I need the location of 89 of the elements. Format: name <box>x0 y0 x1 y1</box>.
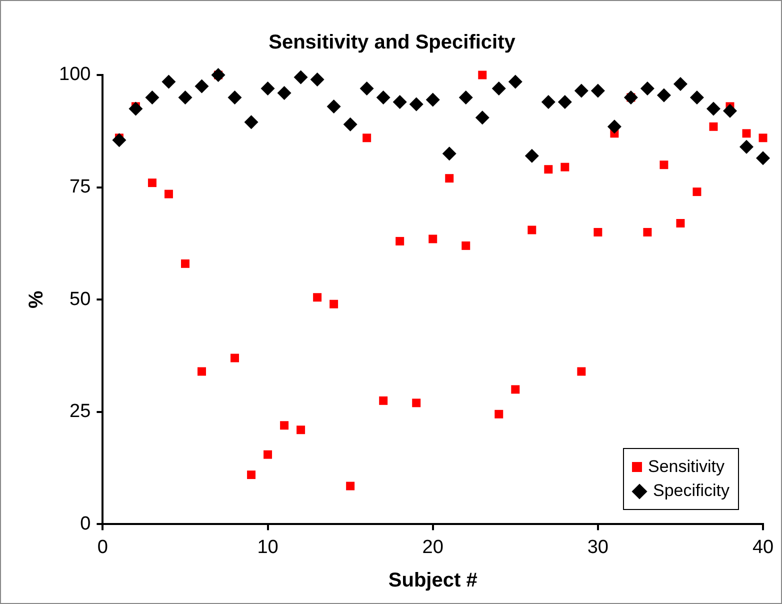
point <box>128 102 143 116</box>
point <box>640 81 654 96</box>
point <box>544 165 553 174</box>
point <box>260 81 275 96</box>
point <box>244 115 258 130</box>
point <box>656 88 671 102</box>
point <box>376 90 390 104</box>
x-tick-label: 40 <box>752 536 774 558</box>
point <box>541 94 556 109</box>
point <box>145 90 160 104</box>
point <box>673 76 688 91</box>
point <box>264 450 272 459</box>
point <box>478 70 487 80</box>
point <box>247 470 256 480</box>
point <box>360 81 374 96</box>
point <box>528 226 536 234</box>
point <box>180 259 190 268</box>
point <box>442 146 456 161</box>
point <box>164 190 173 198</box>
point <box>577 367 586 376</box>
point <box>692 188 702 196</box>
point <box>624 90 638 104</box>
point <box>722 104 737 118</box>
point <box>709 122 718 131</box>
point <box>343 117 358 132</box>
point <box>742 129 751 138</box>
legend-label: Sensitivity <box>648 457 725 478</box>
point <box>475 110 490 125</box>
point <box>294 70 308 84</box>
point <box>426 92 440 107</box>
y-tick-label: 25 <box>70 401 91 422</box>
point <box>756 151 770 166</box>
y-tick-label: 75 <box>70 176 91 198</box>
y-tick-label: 100 <box>59 64 91 86</box>
point <box>280 421 289 430</box>
point <box>428 234 438 244</box>
point <box>296 426 306 434</box>
point <box>492 81 506 96</box>
point <box>211 68 226 82</box>
point <box>676 218 685 228</box>
x-tick-label: 0 <box>97 536 108 558</box>
point <box>396 236 404 246</box>
point <box>326 99 341 114</box>
point <box>346 482 355 490</box>
chart-title: Sensitivity and Specificity <box>268 32 516 54</box>
point <box>739 140 754 154</box>
point <box>445 174 454 183</box>
point <box>458 90 473 104</box>
point <box>313 293 322 302</box>
point <box>508 74 522 89</box>
y-axis-title: % <box>26 290 48 308</box>
x-tick-label: 10 <box>257 536 278 558</box>
legend-label: Specificity <box>653 481 730 502</box>
point <box>660 160 668 170</box>
point <box>178 90 192 104</box>
point <box>148 178 156 188</box>
point <box>230 354 240 362</box>
point <box>330 300 338 308</box>
point <box>112 133 126 148</box>
point <box>198 367 206 376</box>
point <box>362 134 372 142</box>
point <box>607 120 622 134</box>
point <box>392 94 407 109</box>
point <box>560 162 570 172</box>
x-tick-label: 20 <box>422 536 444 558</box>
x-tick-label: 30 <box>587 536 608 558</box>
point <box>524 148 539 163</box>
point <box>409 97 424 112</box>
point <box>594 228 602 236</box>
point <box>412 398 421 408</box>
point <box>310 72 324 86</box>
point <box>228 90 242 104</box>
point <box>379 396 388 405</box>
point <box>558 94 572 109</box>
point <box>511 385 520 394</box>
point <box>690 90 704 104</box>
point <box>277 86 292 100</box>
point <box>643 228 652 236</box>
point <box>758 134 768 142</box>
y-tick-label: 0 <box>80 513 91 534</box>
point <box>494 410 504 418</box>
point <box>590 84 605 98</box>
x-axis-title: Subject # <box>388 570 478 592</box>
point <box>706 102 720 116</box>
point <box>462 241 470 250</box>
point <box>194 79 209 94</box>
y-tick-label: 50 <box>70 288 91 310</box>
point <box>162 74 176 89</box>
point <box>574 84 588 98</box>
